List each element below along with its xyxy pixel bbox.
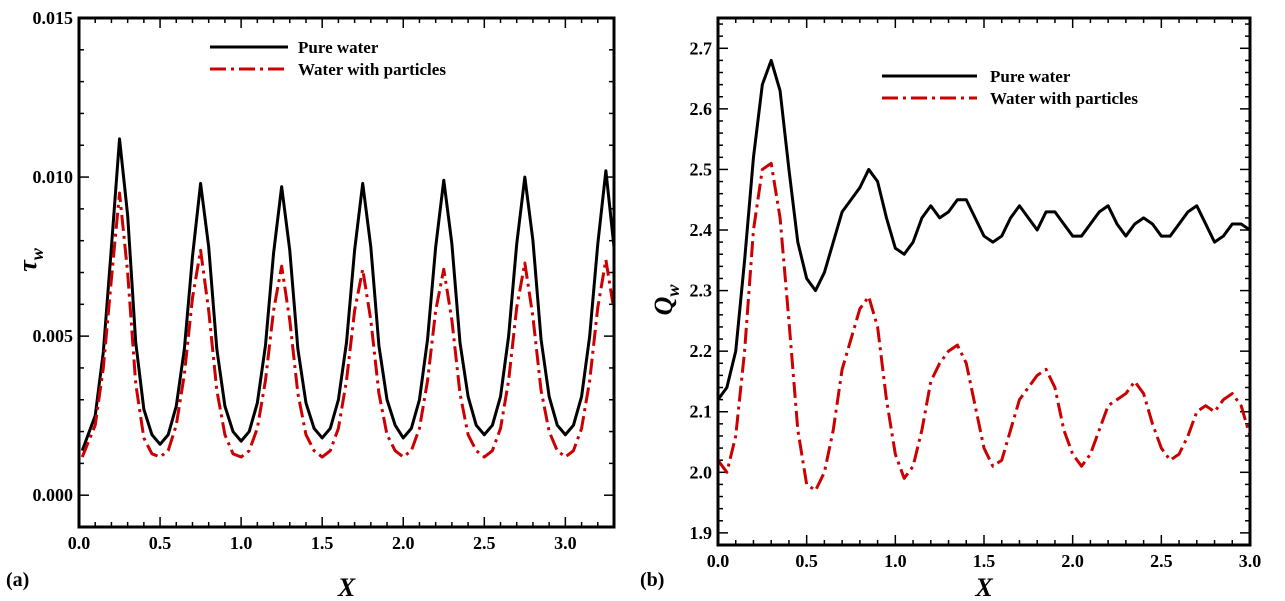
x-tick-label: 2.5 <box>1150 551 1173 571</box>
y-tick-label: 0.005 <box>33 326 74 346</box>
x-tick-label: 0.0 <box>68 533 91 553</box>
x-tick-label: 1.5 <box>973 551 996 571</box>
legend-label: Pure water <box>990 67 1071 86</box>
plot-frame <box>716 16 1252 547</box>
series-line-water-with-particles <box>80 191 614 459</box>
y-tick-label: 2.4 <box>690 220 713 240</box>
x-tick-label: 3.0 <box>554 533 577 553</box>
x-tick-label: 3.0 <box>1239 551 1262 571</box>
x-tick-label: 0.5 <box>149 533 172 553</box>
x-tick-label: 0.0 <box>707 551 730 571</box>
y-tick-label: 2.3 <box>690 281 713 301</box>
y-tick-label: 2.1 <box>690 402 713 422</box>
x-tick-label: 2.5 <box>473 533 496 553</box>
y-tick-label: 2.6 <box>690 99 713 119</box>
panel-label: (b) <box>640 569 664 591</box>
x-tick-label: 1.5 <box>311 533 334 553</box>
y-tick-label: 1.9 <box>690 523 713 543</box>
legend-label: Pure water <box>298 38 379 57</box>
plot-frame <box>77 16 616 529</box>
x-axis-title: X <box>337 573 356 601</box>
series-line-pure-water <box>718 58 1250 401</box>
y-tick-label: 2.0 <box>690 462 713 482</box>
series-line-water-with-particles <box>718 161 1250 492</box>
legend-label: Water with particles <box>298 60 446 79</box>
y-tick-label: 2.5 <box>690 159 713 179</box>
x-tick-label: 2.0 <box>1061 551 1084 571</box>
y-axis-title: τw <box>13 247 47 272</box>
x-tick-label: 1.0 <box>230 533 253 553</box>
y-tick-label: 0.000 <box>33 485 74 505</box>
y-tick-label: 0.010 <box>33 167 74 187</box>
x-tick-label: 0.5 <box>795 551 818 571</box>
x-tick-label: 2.0 <box>392 533 415 553</box>
panel-a: 0.0 0.5 1.0 1.5 2.0 2.5 3.0 0.000 0.005 0.010 0.01… <box>6 8 616 601</box>
y-axis-title: Qw <box>649 284 683 316</box>
legend-label: Water with particles <box>990 89 1138 108</box>
panel-b: 0.0 0.5 1.0 1.5 2.0 2.5 3.0 1.9 2.0 2.1 2.2 2.3 2.4 2… <box>640 16 1262 601</box>
panel-label: (a) <box>6 569 29 591</box>
x-tick-label: 1.0 <box>884 551 907 571</box>
y-tick-label: 2.7 <box>690 38 713 58</box>
y-tick-label: 2.2 <box>690 341 713 361</box>
y-tick-label: 0.015 <box>33 8 74 28</box>
series-line-pure-water <box>80 137 614 452</box>
x-axis-title: X <box>974 573 993 601</box>
